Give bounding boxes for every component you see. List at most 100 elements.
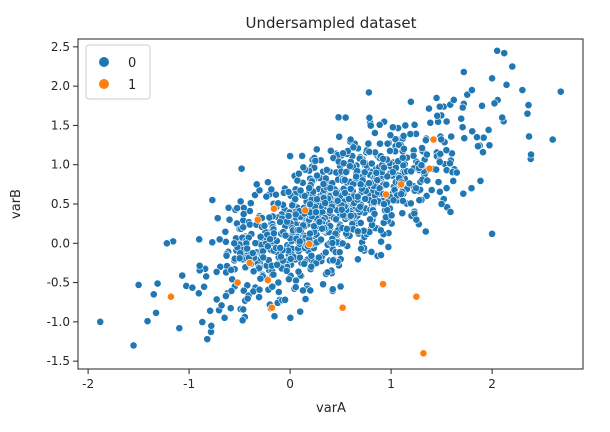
data-point-class-1 [245,259,254,267]
legend: 0 1 [85,44,151,100]
data-point-class-0 [296,307,305,316]
data-point-class-0 [332,215,340,224]
data-point-class-0 [370,209,379,218]
y-axis-label: varB [9,189,24,219]
data-point-class-0 [412,184,421,193]
data-point-class-0 [400,144,408,153]
data-point-class-0 [376,226,385,235]
data-point-class-0 [268,282,277,291]
x-tick-label: 0 [286,377,294,391]
legend-marker-0 [99,57,109,67]
data-point-class-0 [349,143,358,152]
data-point-class-0 [397,190,406,198]
data-point-class-0 [266,235,274,244]
data-point-class-1 [412,292,421,301]
data-point-class-0 [299,286,307,295]
data-point-class-0 [341,113,350,122]
data-point-class-0 [293,176,302,185]
data-point-class-0 [331,189,340,198]
data-point-class-0 [459,68,468,76]
data-point-class-0 [365,179,373,188]
data-point-class-0 [246,199,255,208]
data-point-class-0 [457,114,466,123]
data-point-class-1 [425,164,434,173]
data-point-class-0 [409,151,418,160]
data-point-class-0 [388,168,397,177]
data-point-class-0 [202,272,211,281]
legend-label-0: 0 [128,56,136,71]
data-point-class-0 [255,293,263,302]
data-point-class-0 [500,49,509,58]
y-axis: -1.5 -1.0 -0.5 0.0 0.5 1.0 1.5 2.0 2.5 [47,40,78,368]
data-point-class-0 [339,149,347,158]
data-point-class-0 [437,200,446,208]
data-point-class-0 [239,210,248,218]
data-point-class-0 [340,175,349,184]
data-point-class-1 [301,206,310,215]
data-point-class-0 [286,313,295,322]
data-point-class-0 [270,312,279,321]
data-point-class-0 [322,166,331,174]
data-point-class-1 [305,240,314,248]
data-point-class-0 [333,196,342,205]
data-point-class-0 [236,197,245,206]
data-point-class-0 [442,146,451,155]
data-point-class-0 [432,165,441,174]
data-point-class-0 [353,227,362,236]
data-point-class-0 [317,235,325,244]
data-point-class-0 [467,86,476,94]
data-point-class-0 [346,184,355,193]
data-point-class-0 [356,202,365,211]
data-point-class-0 [460,134,469,143]
data-point-class-0 [334,113,343,122]
data-point-class-0 [484,126,493,134]
data-point-class-0 [329,256,337,265]
data-point-class-0 [399,197,407,205]
data-point-class-0 [315,218,324,226]
data-point-class-0 [326,206,334,215]
data-point-class-0 [426,118,435,127]
data-point-class-0 [292,276,300,285]
data-point-class-0 [129,341,138,350]
data-point-class-0 [291,210,300,219]
data-point-class-0 [188,283,197,292]
data-point-class-0 [418,144,426,152]
data-point-class-0 [360,168,369,177]
data-point-class-0 [417,161,426,170]
data-point-class-0 [326,184,335,192]
y-tick-label: 2.0 [51,79,70,93]
x-axis: -2 -1 0 1 2 [82,369,496,391]
data-point-class-0 [152,308,160,317]
data-point-class-0 [406,199,415,208]
data-point-class-0 [357,244,365,253]
data-point-class-0 [377,251,385,259]
data-point-class-0 [153,279,162,288]
data-point-class-0 [370,197,379,206]
data-point-class-0 [207,321,216,330]
data-point-class-0 [281,295,289,304]
data-point-class-0 [251,191,259,199]
data-point-class-0 [295,237,304,246]
data-point-class-0 [375,120,384,129]
data-point-class-0 [488,74,496,83]
data-point-class-0 [356,180,365,189]
data-point-class-0 [178,271,187,280]
data-point-class-0 [203,335,212,344]
legend-box [85,44,151,100]
data-point-class-0 [446,208,455,216]
x-tick-label: -1 [183,377,195,391]
data-point-class-0 [406,97,415,106]
data-point-class-0 [212,295,221,304]
data-point-class-0 [314,253,323,262]
data-point-class-0 [380,200,388,208]
data-point-class-0 [493,46,502,55]
data-point-class-0 [425,104,433,113]
data-point-class-0 [449,96,458,104]
data-point-class-0 [264,178,272,187]
data-point-class-0 [195,235,204,244]
data-point-class-0 [459,189,468,198]
data-point-class-0 [312,208,320,217]
data-point-class-0 [321,199,330,208]
data-point-class-0 [478,101,486,110]
data-point-class-0 [421,227,430,236]
